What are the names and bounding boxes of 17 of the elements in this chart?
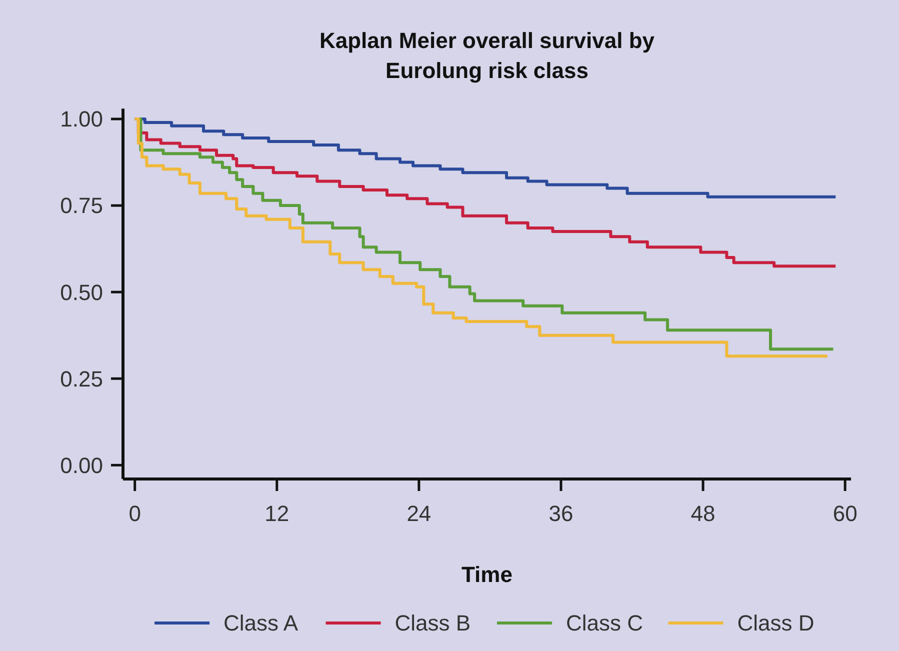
y-tick-label: 0.00	[60, 452, 103, 478]
y-tick-label: 0.50	[60, 280, 103, 305]
legend-label: Class A	[224, 610, 298, 636]
x-tick-label: 12	[264, 501, 290, 526]
y-tick-label: 0.75	[60, 193, 103, 218]
legend-label: Class B	[394, 610, 471, 636]
x-axis-title: Time	[462, 562, 512, 587]
legend-label: Class C	[566, 610, 644, 636]
x-tick-label: 60	[832, 501, 858, 526]
legend-label: Class D	[737, 610, 814, 636]
x-tick-label: 48	[690, 501, 716, 526]
x-tick-label: 24	[406, 501, 432, 526]
chart-title: Kaplan Meier overall survival by Eurolung risk class	[319, 28, 656, 83]
x-tick-label: 36	[548, 501, 574, 526]
x-tick-label: 0	[128, 501, 141, 526]
y-tick-label: 0.25	[60, 366, 103, 392]
y-tick-label: 1.00	[60, 106, 103, 132]
